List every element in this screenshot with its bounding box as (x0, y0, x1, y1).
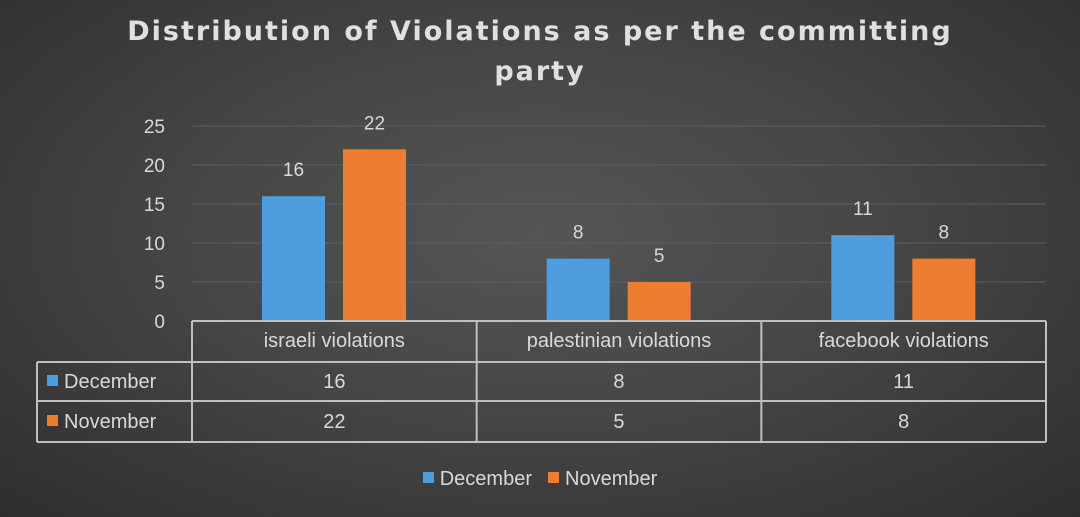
data-label: 8 (573, 223, 584, 244)
chart-title-line2: party (494, 56, 586, 87)
table-header-cell: facebook violations (818, 330, 989, 352)
data-label: 11 (853, 199, 873, 220)
y-tick-label: 10 (144, 234, 165, 255)
legend-item: November (548, 468, 657, 490)
bar-december (262, 196, 325, 321)
table-cell: 8 (613, 371, 625, 393)
y-tick-label: 0 (154, 312, 165, 333)
chart-title-line1: Distribution of Violations as per the co… (127, 16, 953, 47)
data-label: 5 (654, 246, 665, 267)
legend-swatch-icon (422, 472, 434, 484)
legend-label: December (439, 468, 532, 490)
table-row-label: December (37, 362, 192, 402)
table-row-label: November (37, 402, 192, 442)
bar-december (831, 235, 895, 321)
legend-key-icon (47, 375, 58, 387)
bar-november (912, 258, 976, 321)
y-tick-label: 25 (144, 117, 165, 138)
legend-item: December (422, 468, 532, 490)
series-name: December (64, 371, 157, 393)
legend: December November (0, 468, 1080, 491)
table-cell: 5 (613, 411, 625, 433)
y-tick-label: 5 (154, 273, 165, 294)
table-cell: 22 (323, 411, 346, 433)
table-header-cell: israeli violations (263, 330, 405, 352)
legend-swatch-icon (548, 472, 559, 484)
y-tick-label: 15 (144, 195, 165, 216)
table-cell: 16 (323, 371, 346, 393)
y-tick-label: 20 (144, 156, 165, 177)
bar-november (627, 282, 691, 321)
data-label: 8 (939, 223, 950, 244)
legend-key-icon (47, 415, 58, 427)
table-cell: 11 (893, 371, 915, 393)
bar-december (546, 258, 610, 321)
legend-label: November (565, 468, 658, 490)
bar-november (343, 149, 406, 321)
data-label: 16 (283, 160, 304, 181)
table-cell: 8 (898, 411, 910, 433)
series-name: November (64, 411, 157, 433)
table-header-cell: palestinian violations (526, 330, 712, 352)
data-label: 22 (364, 113, 385, 134)
